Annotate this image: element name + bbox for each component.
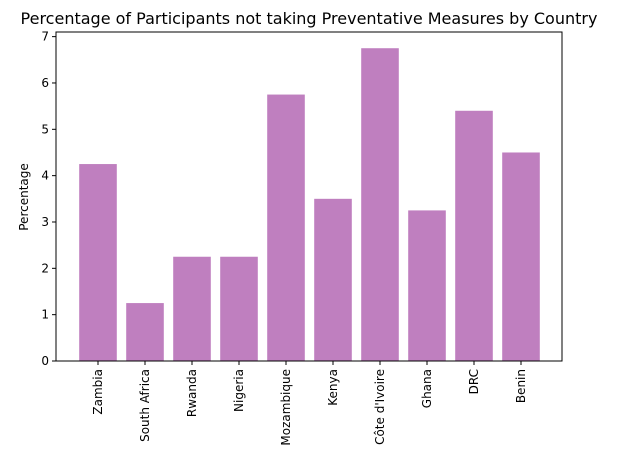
- bar-zambia: [79, 164, 117, 361]
- x-tick-label: Ghana: [420, 369, 434, 408]
- x-tick-label: Rwanda: [185, 369, 199, 417]
- y-ticks-group: 0 1 2 3 4 5 6 7: [41, 30, 56, 368]
- y-axis-label: Percentage: [17, 163, 31, 231]
- bar-mozambique: [267, 94, 305, 361]
- y-tick-label: 0: [41, 354, 49, 368]
- y-tick-label: 5: [41, 122, 49, 136]
- x-tick-label: Kenya: [326, 369, 340, 406]
- x-tick-label: Benin: [514, 369, 528, 403]
- y-tick-label: 3: [41, 215, 49, 229]
- bar-benin: [502, 152, 540, 361]
- bar-rwanda: [173, 256, 211, 361]
- chart-title: Percentage of Participants not taking Pr…: [21, 9, 598, 28]
- bars-group: [79, 48, 540, 361]
- y-tick-label: 6: [41, 76, 49, 90]
- x-ticks-group: Zambia South Africa Rwanda Nigeria Mozambiqu…: [91, 361, 528, 446]
- x-tick-label: Mozambique: [279, 369, 293, 446]
- bar-kenya: [314, 198, 352, 361]
- bar-c-te-d-ivoire: [361, 48, 399, 361]
- x-tick-label: Côte d'Ivoire: [373, 369, 387, 445]
- x-tick-label: Zambia: [91, 369, 105, 415]
- x-tick-label: Nigeria: [232, 369, 246, 412]
- y-tick-label: 2: [41, 261, 49, 275]
- x-tick-label: DRC: [467, 369, 481, 394]
- bar-ghana: [408, 210, 446, 361]
- plot-area-frame: [55, 31, 563, 362]
- bar-south-africa: [126, 303, 164, 361]
- bar-drc: [455, 110, 493, 361]
- y-tick-label: 7: [41, 30, 49, 44]
- bar-nigeria: [220, 256, 258, 361]
- y-tick-label: 4: [41, 169, 49, 183]
- x-tick-label: South Africa: [138, 369, 152, 442]
- y-tick-label: 1: [41, 308, 49, 322]
